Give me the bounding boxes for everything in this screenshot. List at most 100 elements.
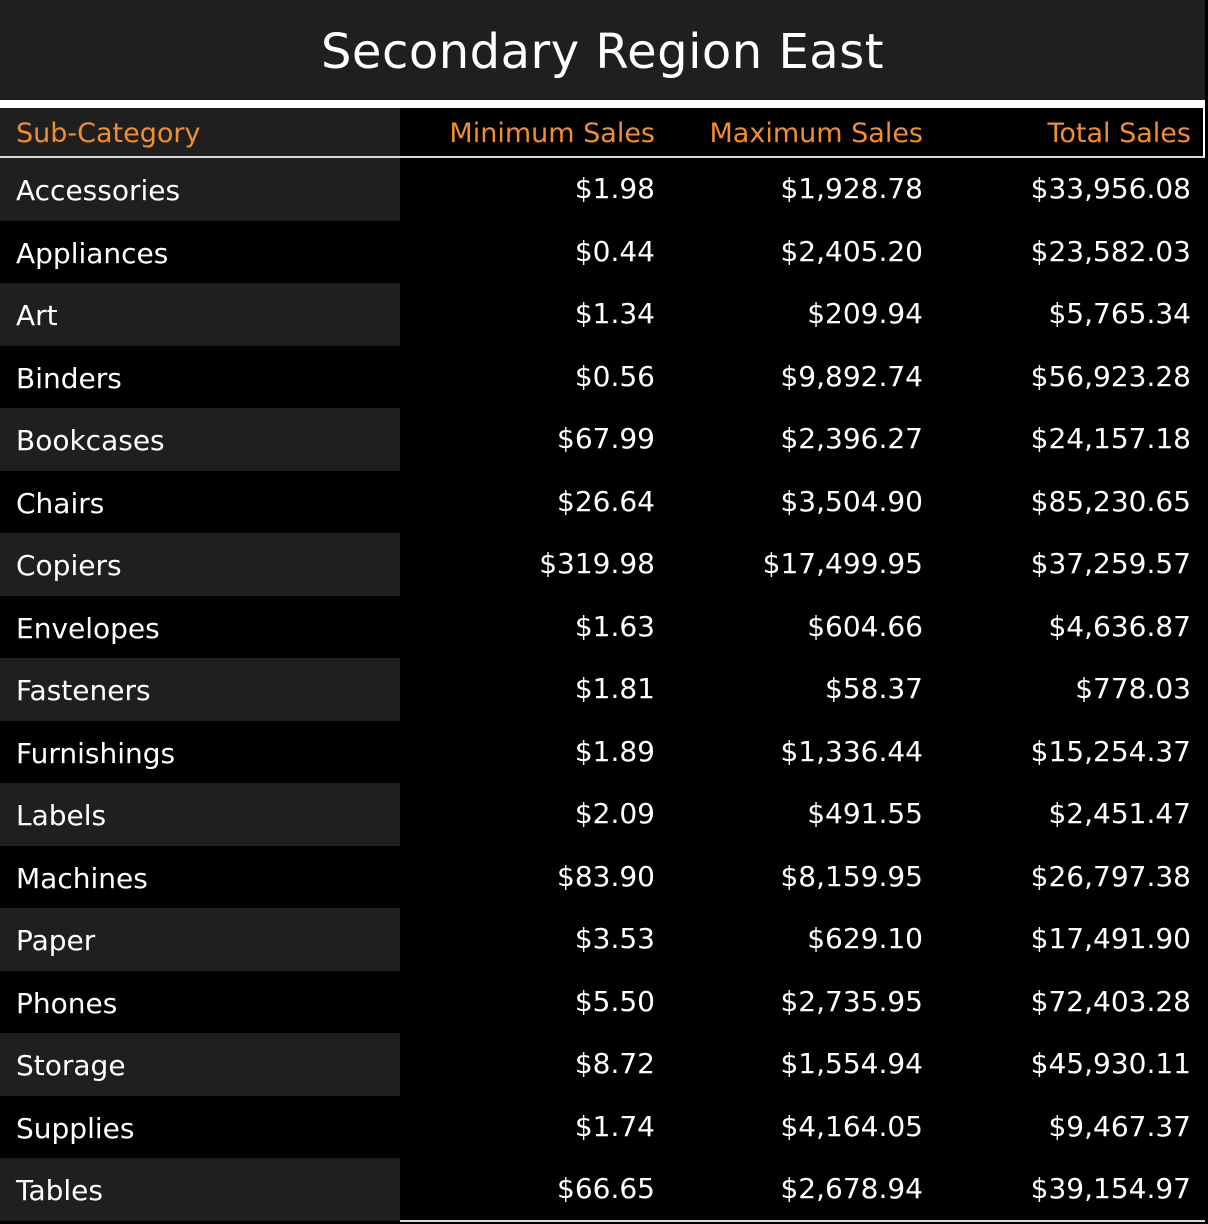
minimum-sales-cell: $0.56 (574, 359, 655, 393)
maximum-sales-cell: $1,928.78 (780, 172, 923, 205)
table-row[interactable]: Furnishings $1.89 $1,336.44 $15,254.37 (0, 720, 1205, 783)
table-row[interactable]: Paper $3.53 $629.10 $17,491.90 (0, 908, 1205, 971)
table-body: Accessories $1.98 $1,928.78 $33,956.08 Appli… (0, 158, 1205, 1221)
row-band (0, 283, 400, 346)
maximum-sales-cell: $1,554.94 (780, 1047, 923, 1080)
sub-category-cell: Copiers (16, 549, 122, 582)
total-sales-cell: $2,451.47 (1048, 797, 1191, 830)
maximum-sales-cell: $2,396.27 (780, 422, 923, 455)
sub-category-cell: Binders (16, 361, 122, 395)
table-row[interactable]: Copiers $319.98 $17,499.95 $37,259.57 (0, 533, 1205, 596)
total-sales-cell: $15,254.37 (1030, 734, 1191, 768)
column-header-sub-category[interactable]: Sub-Category (16, 118, 201, 149)
total-sales-cell: $9,467.37 (1048, 1109, 1191, 1143)
minimum-sales-cell: $3.53 (574, 922, 655, 955)
table-header: Sub-Category Minimum Sales Maximum Sales… (0, 108, 1205, 158)
minimum-sales-cell: $1.81 (574, 672, 655, 705)
table-row[interactable]: Bookcases $67.99 $2,396.27 $24,157.18 (0, 408, 1205, 471)
maximum-sales-cell: $2,735.95 (780, 984, 923, 1018)
row-band (0, 408, 400, 471)
sub-category-cell: Tables (16, 1174, 103, 1207)
sub-category-cell: Bookcases (16, 424, 165, 457)
header-label-band (0, 108, 400, 158)
table-row[interactable]: Art $1.34 $209.94 $5,765.34 (0, 283, 1205, 346)
sub-category-cell: Supplies (16, 1111, 135, 1145)
row-band (0, 220, 400, 283)
minimum-sales-cell: $319.98 (539, 547, 655, 580)
row-band (0, 845, 400, 908)
row-band (0, 783, 400, 846)
total-sales-cell: $23,582.03 (1030, 234, 1191, 268)
row-band (0, 1033, 400, 1096)
table-row[interactable]: Machines $83.90 $8,159.95 $26,797.38 (0, 845, 1205, 908)
maximum-sales-cell: $8,159.95 (780, 859, 923, 893)
maximum-sales-cell: $2,678.94 (780, 1172, 923, 1205)
total-sales-cell: $85,230.65 (1030, 484, 1191, 518)
table-row[interactable]: Phones $5.50 $2,735.95 $72,403.28 (0, 970, 1205, 1033)
minimum-sales-cell: $67.99 (557, 422, 655, 455)
table-row[interactable]: Tables $66.65 $2,678.94 $39,154.97 (0, 1158, 1205, 1221)
sub-category-cell: Machines (16, 861, 148, 895)
minimum-sales-cell: $2.09 (574, 797, 655, 830)
total-sales-cell: $4,636.87 (1048, 609, 1191, 643)
column-header-maximum-sales[interactable]: Maximum Sales (709, 118, 923, 149)
table-row[interactable]: Envelopes $1.63 $604.66 $4,636.87 (0, 595, 1205, 658)
maximum-sales-cell: $17,499.95 (762, 547, 923, 580)
minimum-sales-cell: $26.64 (557, 484, 655, 518)
row-band (0, 470, 400, 533)
total-sales-cell: $778.03 (1075, 672, 1191, 705)
table-row[interactable]: Binders $0.56 $9,892.74 $56,923.28 (0, 345, 1205, 408)
sub-category-cell: Appliances (16, 236, 169, 270)
column-header-minimum-sales[interactable]: Minimum Sales (449, 118, 655, 149)
column-header-total-sales[interactable]: Total Sales (1047, 118, 1191, 149)
row-band (0, 1095, 400, 1158)
row-band (0, 1158, 400, 1221)
row-band (0, 908, 400, 971)
total-sales-cell: $17,491.90 (1030, 922, 1191, 955)
minimum-sales-cell: $5.50 (574, 984, 655, 1018)
sub-category-cell: Phones (16, 986, 118, 1020)
maximum-sales-cell: $4,164.05 (780, 1109, 923, 1143)
table-row[interactable]: Accessories $1.98 $1,928.78 $33,956.08 (0, 158, 1205, 221)
row-band (0, 595, 400, 658)
table-row[interactable]: Supplies $1.74 $4,164.05 $9,467.37 (0, 1095, 1205, 1158)
maximum-sales-cell: $491.55 (807, 797, 923, 830)
sub-category-cell: Art (16, 299, 58, 332)
total-sales-cell: $33,956.08 (1030, 172, 1191, 205)
total-sales-cell: $37,259.57 (1030, 547, 1191, 580)
sub-category-cell: Paper (16, 924, 96, 957)
total-sales-cell: $26,797.38 (1030, 859, 1191, 893)
maximum-sales-cell: $604.66 (807, 609, 923, 643)
total-sales-cell: $39,154.97 (1030, 1172, 1191, 1205)
table-row[interactable]: Appliances $0.44 $2,405.20 $23,582.03 (0, 220, 1205, 283)
total-sales-cell: $72,403.28 (1030, 984, 1191, 1018)
total-sales-cell: $24,157.18 (1030, 422, 1191, 455)
sub-category-cell: Fasteners (16, 674, 151, 707)
sub-category-cell: Chairs (16, 486, 105, 520)
header-values-band (400, 108, 1205, 158)
minimum-sales-cell: $1.63 (574, 609, 655, 643)
total-sales-cell: $5,765.34 (1048, 297, 1191, 330)
minimum-sales-cell: $1.34 (574, 297, 655, 330)
sub-category-cell: Accessories (16, 174, 181, 207)
table-row[interactable]: Storage $8.72 $1,554.94 $45,930.11 (0, 1033, 1205, 1096)
table-row[interactable]: Chairs $26.64 $3,504.90 $85,230.65 (0, 470, 1205, 533)
sub-category-cell: Envelopes (16, 611, 160, 645)
table-bottom-border (400, 1220, 1205, 1222)
sub-category-cell: Furnishings (16, 736, 176, 770)
page-title: Secondary Region East (320, 24, 885, 80)
minimum-sales-cell: $0.44 (574, 234, 655, 268)
maximum-sales-cell: $1,336.44 (780, 734, 923, 768)
maximum-sales-cell: $2,405.20 (780, 234, 923, 268)
maximum-sales-cell: $3,504.90 (780, 484, 923, 518)
row-band (0, 970, 400, 1033)
row-band (0, 345, 400, 408)
row-band (0, 658, 400, 721)
total-sales-cell: $56,923.28 (1030, 359, 1191, 393)
minimum-sales-cell: $1.89 (574, 734, 655, 768)
table-row[interactable]: Labels $2.09 $491.55 $2,451.47 (0, 783, 1205, 846)
row-band (0, 720, 400, 783)
maximum-sales-cell: $629.10 (807, 922, 923, 955)
sub-category-cell: Storage (16, 1049, 126, 1082)
table-row[interactable]: Fasteners $1.81 $58.37 $778.03 (0, 658, 1205, 721)
